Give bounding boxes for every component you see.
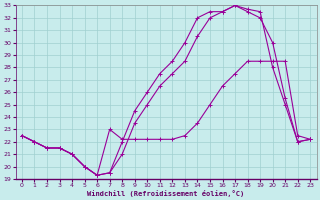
X-axis label: Windchill (Refroidissement éolien,°C): Windchill (Refroidissement éolien,°C) [87, 190, 245, 197]
